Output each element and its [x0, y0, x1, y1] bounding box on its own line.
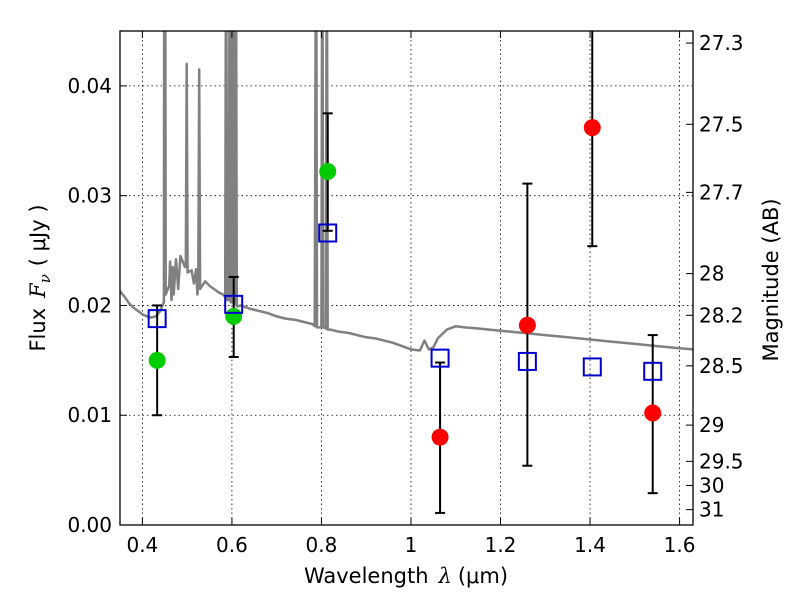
y-tick-label: 0.01 [67, 403, 112, 427]
y2-tick-label: 28.5 [699, 354, 744, 378]
red-data-point [583, 119, 601, 137]
green-data-point [225, 307, 243, 325]
x-tick-label: 1 [405, 533, 418, 557]
x-tick-label: 1.4 [574, 533, 606, 557]
green-data-point [148, 351, 166, 369]
plot-frame [119, 30, 694, 526]
y2-tick-label: 31 [699, 498, 724, 522]
plot-area [120, 31, 693, 514]
y-tick-label: 0.03 [67, 184, 112, 208]
y2-axis-label: Magnitude (AB) [759, 198, 783, 361]
x-tick-label: 1.2 [485, 533, 517, 557]
blue-square-marker [147, 309, 167, 329]
x-tick-label: 0.8 [306, 533, 338, 557]
model-photometry-squares [147, 223, 663, 381]
blue-square-marker [430, 348, 450, 368]
y2-tick-label: 28 [699, 262, 724, 286]
x-axis-label: Wavelength λ (μm) [304, 564, 508, 588]
y2-tick-label: 29.5 [699, 449, 744, 473]
y-tick-label: 0.02 [67, 293, 112, 317]
red-data-point [518, 316, 536, 334]
blue-square-marker [224, 294, 244, 314]
y2-tick-label: 27.7 [699, 180, 744, 204]
model-spectrum-line [120, 31, 693, 352]
y-axis-ticks: 0.00 0.01 0.02 0.03 0.04 [67, 74, 127, 537]
y2-tick-label: 27.3 [699, 31, 744, 55]
y2-tick-label: 30 [699, 473, 724, 497]
blue-square-marker [643, 361, 663, 381]
y-axis-label: FluxFν( μJy ) [26, 204, 54, 351]
x-tick-label: 0.6 [216, 533, 248, 557]
blue-square-marker [582, 357, 602, 377]
y-tick-label: 0.04 [67, 74, 112, 98]
green-data-point [319, 163, 337, 181]
blue-square-marker [318, 223, 338, 243]
y2-tick-label: 28.2 [699, 303, 744, 327]
x-axis-ticks: 0.4 0.6 0.8 1 1.2 1.4 1.6 [126, 31, 695, 557]
y2-tick-label: 27.5 [699, 112, 744, 136]
red-data-point [431, 428, 449, 446]
x-tick-label: 1.6 [664, 533, 696, 557]
y2-tick-label: 29 [699, 413, 724, 437]
blue-square-marker [517, 351, 537, 371]
red-data-point [644, 404, 662, 422]
y-tick-label: 0.00 [67, 513, 112, 537]
observed-red-points [431, 119, 662, 446]
x-tick-label: 0.4 [126, 533, 158, 557]
